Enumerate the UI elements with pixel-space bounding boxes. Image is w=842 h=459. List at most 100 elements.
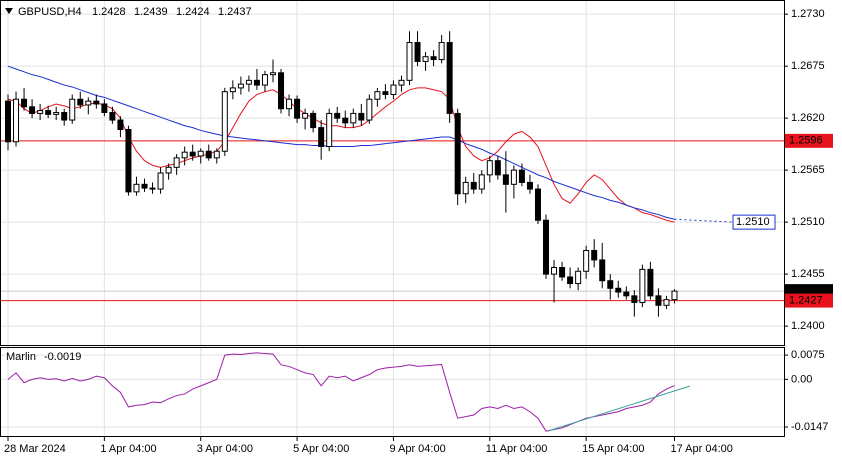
candle-body <box>438 42 445 61</box>
candle-body <box>221 91 228 152</box>
x-tick-label: 28 Mar 2024 <box>4 443 66 455</box>
candle-body <box>607 280 614 289</box>
candle-body <box>326 112 333 148</box>
candle-body <box>29 106 36 114</box>
candle-body <box>470 181 477 190</box>
candle-body <box>663 299 670 306</box>
candle-body <box>5 100 11 143</box>
grid <box>0 0 784 437</box>
candle-body <box>462 181 469 195</box>
candle-body <box>342 117 349 124</box>
candle-body <box>583 249 590 272</box>
candle-body <box>494 160 501 176</box>
x-tick-label: 15 Apr 04:00 <box>582 443 644 455</box>
candle-body <box>229 87 236 93</box>
marks <box>0 31 784 432</box>
candle-body <box>446 42 453 114</box>
candle-body <box>13 98 20 143</box>
candle-body <box>623 291 630 297</box>
y-tick-label: 1.2455 <box>791 268 825 280</box>
candle-body <box>45 110 52 115</box>
x-tick-label: 5 Apr 04:00 <box>293 443 349 455</box>
candle-body <box>366 98 373 121</box>
candle-body <box>21 98 28 108</box>
candle-body <box>575 270 582 285</box>
y-tick-label: 1.2400 <box>791 320 825 332</box>
x-tick-label: 3 Apr 04:00 <box>197 443 253 455</box>
indicator-line <box>7 352 675 432</box>
candle-body <box>414 42 421 62</box>
candle-body <box>253 79 260 86</box>
candle-body <box>189 151 196 157</box>
candle-body <box>286 98 293 110</box>
candle-body <box>117 119 124 130</box>
y-tick-label: 1.2730 <box>791 8 825 20</box>
candle-body <box>398 79 405 86</box>
y-tick-label: 0.00 <box>791 373 812 385</box>
candle-body <box>173 157 180 168</box>
candle-body <box>149 187 156 190</box>
candle-body <box>526 181 533 190</box>
price-level-label: 1.2596 <box>789 135 823 147</box>
candle-body <box>37 110 44 114</box>
candle-body <box>109 111 116 121</box>
candle-body <box>502 174 509 185</box>
x-tick-label: 9 Apr 04:00 <box>389 443 445 455</box>
y-tick-label: 1.2620 <box>791 112 825 124</box>
candle-body <box>141 183 148 189</box>
candle-body <box>534 188 541 221</box>
price-level-box <box>785 133 833 148</box>
candle-body <box>543 219 550 275</box>
trend-line <box>547 385 691 432</box>
candle-body <box>430 56 437 61</box>
y-tick-label: -0.0147 <box>791 421 828 433</box>
candle-body <box>101 103 108 113</box>
indicator-value: -0.0019 <box>44 351 81 363</box>
candle-body <box>205 150 212 159</box>
low-price: 1.2424 <box>176 6 210 18</box>
candle-body <box>591 249 598 261</box>
symbol-menu-arrow[interactable] <box>5 8 13 14</box>
candle-body <box>197 150 204 157</box>
candle-body <box>486 160 493 176</box>
candle-body <box>261 74 268 86</box>
candle-body <box>157 172 164 190</box>
candle-body <box>478 174 485 190</box>
candle-body <box>551 266 558 275</box>
candle-body <box>125 128 132 193</box>
candle-body <box>213 150 220 159</box>
candle-body <box>53 111 60 115</box>
y-tick-label: 1.2675 <box>791 60 825 72</box>
candle-body <box>358 112 365 121</box>
candle-body <box>133 183 140 193</box>
candle-body <box>245 79 252 85</box>
candle-body <box>518 169 525 183</box>
candle-body <box>374 91 381 100</box>
candle-body <box>93 100 100 105</box>
x-tick-label: 11 Apr 04:00 <box>486 443 548 455</box>
y-tick-label: 0.0075 <box>791 349 825 361</box>
moving-average <box>7 65 675 220</box>
candle-body <box>639 268 646 303</box>
candle-body <box>390 84 397 96</box>
candle-body <box>237 83 244 89</box>
candle-body <box>671 290 678 301</box>
candle-body <box>334 112 341 119</box>
high-price: 1.2439 <box>134 6 168 18</box>
indicator-frame <box>0 347 785 437</box>
x-tick-label: 1 Apr 04:00 <box>100 443 156 455</box>
candle-body <box>631 295 638 303</box>
candle-body <box>318 127 325 148</box>
close-price: 1.2437 <box>218 6 252 18</box>
candle-body <box>567 276 574 285</box>
candle-body <box>454 112 461 195</box>
indicator-name: Marlin <box>6 351 36 363</box>
candle-body <box>422 56 429 62</box>
candle-body <box>647 268 654 297</box>
y-tick-label: 1.2510 <box>791 216 825 228</box>
y-tick-label: 1.2565 <box>791 164 825 176</box>
candle-body <box>165 166 172 174</box>
candle-body <box>269 72 276 76</box>
header: GBPUSD,H4 1.2428 1.2439 1.2424 1.2437 Ma… <box>6 6 252 363</box>
